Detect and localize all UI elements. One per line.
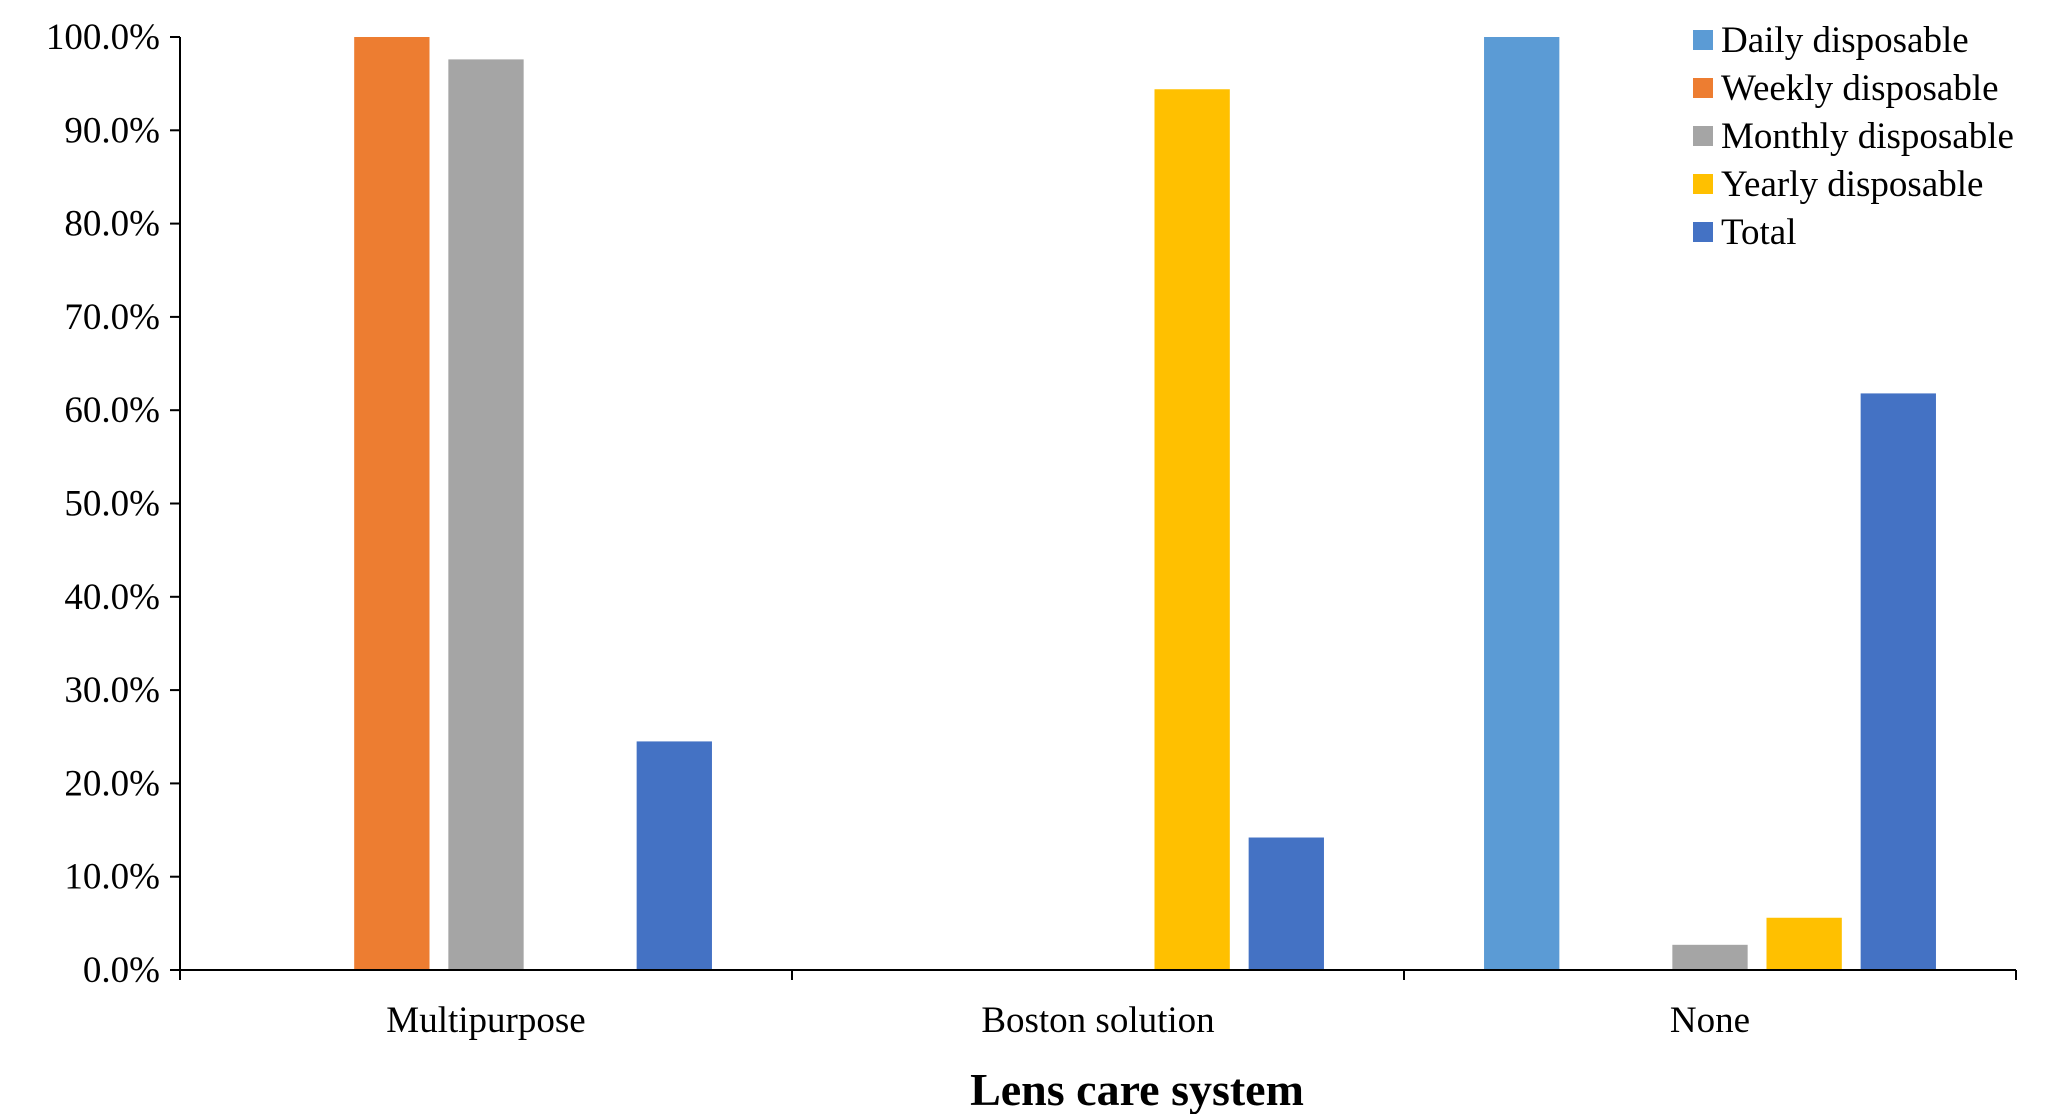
category-label: None bbox=[1670, 1000, 1750, 1041]
category-label: Multipurpose bbox=[386, 1000, 585, 1041]
bar bbox=[448, 59, 524, 971]
legend-swatch bbox=[1693, 174, 1713, 194]
bar bbox=[1484, 37, 1560, 970]
y-tick-label: 50.0% bbox=[64, 484, 160, 525]
bar bbox=[354, 37, 430, 970]
legend-swatch bbox=[1693, 222, 1713, 242]
y-axis-ticks: 0.0% 10.0% 20.0% 30.0% 40.0% 50.0% 60.0% 70.0% 8… bbox=[46, 17, 180, 991]
x-axis-ticks bbox=[179, 970, 2017, 980]
legend-swatch bbox=[1693, 30, 1713, 50]
y-tick-label: 40.0% bbox=[64, 577, 160, 618]
bar bbox=[636, 741, 712, 970]
legend-swatch bbox=[1693, 78, 1713, 98]
bar bbox=[1860, 393, 1936, 970]
bar bbox=[1672, 944, 1748, 970]
legend-label: Total bbox=[1721, 212, 1797, 253]
y-tick-label: 60.0% bbox=[64, 390, 160, 431]
legend-label: Daily disposable bbox=[1721, 20, 1969, 61]
y-tick-label: 30.0% bbox=[64, 670, 160, 711]
category-label: Boston solution bbox=[981, 1000, 1214, 1041]
bar bbox=[1154, 89, 1230, 971]
bars bbox=[354, 37, 1936, 971]
y-tick-label: 80.0% bbox=[64, 204, 160, 245]
legend: Daily disposable Weekly disposable Monthly… bbox=[1693, 20, 2014, 253]
bar bbox=[1248, 837, 1324, 970]
y-tick-label: 10.0% bbox=[64, 857, 160, 898]
legend-label: Monthly disposable bbox=[1721, 116, 2014, 157]
y-tick-label: 20.0% bbox=[64, 763, 160, 804]
legend-label: Weekly disposable bbox=[1721, 68, 1999, 109]
y-tick-label: 90.0% bbox=[64, 110, 160, 151]
y-tick-label: 70.0% bbox=[64, 297, 160, 338]
category-labels: Multipurpose Boston solution None bbox=[386, 1000, 1750, 1041]
y-tick-label: 100.0% bbox=[46, 17, 160, 58]
legend-label: Yearly disposable bbox=[1721, 164, 1983, 205]
bar bbox=[1766, 917, 1842, 970]
y-tick-label: 0.0% bbox=[83, 950, 160, 991]
x-axis-title: Lens care system bbox=[970, 1064, 1304, 1114]
legend-swatch bbox=[1693, 126, 1713, 146]
